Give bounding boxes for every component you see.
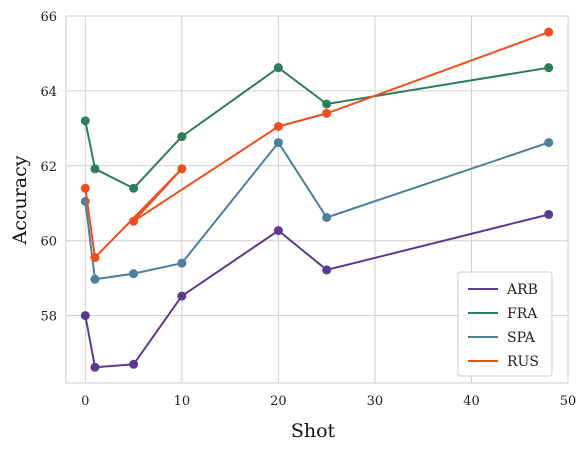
legend-label-arb: ARB xyxy=(506,282,538,298)
data-point-rus xyxy=(544,27,554,37)
data-point-arb xyxy=(177,291,187,301)
data-point-arb xyxy=(322,265,332,275)
data-point-arb xyxy=(90,362,100,372)
series-group xyxy=(80,27,554,372)
y-tick-label: 66 xyxy=(40,10,57,25)
x-tick-label: 50 xyxy=(560,394,576,409)
data-point-rus xyxy=(80,183,90,193)
y-tick-label: 64 xyxy=(40,85,57,100)
data-point-fra xyxy=(177,132,187,142)
data-point-fra xyxy=(90,164,100,174)
data-point-fra xyxy=(322,99,332,109)
legend-box xyxy=(457,271,553,377)
data-point-spa xyxy=(544,138,554,148)
data-point-rus xyxy=(90,253,100,263)
data-point-arb xyxy=(129,359,139,369)
y-tick-label: 58 xyxy=(40,310,57,325)
x-axis-title: Shot xyxy=(291,420,336,442)
x-tick-label: 0 xyxy=(81,394,89,409)
data-point-arb xyxy=(273,226,283,236)
y-axis-title: Accuracy xyxy=(9,155,31,245)
data-point-spa xyxy=(90,274,100,284)
legend-label-fra: FRA xyxy=(507,306,538,322)
data-point-spa xyxy=(322,212,332,222)
legend-label-spa: SPA xyxy=(507,330,536,346)
data-point-fra xyxy=(80,116,90,126)
data-point-rus xyxy=(129,216,139,226)
data-point-fra xyxy=(544,63,554,73)
x-tick-label: 10 xyxy=(174,394,191,409)
x-tick-label: 40 xyxy=(463,394,480,409)
y-tick-label: 60 xyxy=(40,235,57,250)
data-point-fra xyxy=(273,63,283,73)
y-axis-ticks: 58 60 62 64 66 xyxy=(40,10,57,325)
data-point-rus xyxy=(177,164,187,174)
legend-label-rus: RUS xyxy=(507,354,539,370)
data-point-spa xyxy=(177,258,187,268)
x-tick-label: 20 xyxy=(270,394,287,409)
data-point-fra xyxy=(129,183,139,193)
x-tick-label: 30 xyxy=(367,394,384,409)
data-point-rus xyxy=(322,108,332,118)
data-point-arb xyxy=(544,209,554,219)
data-point-spa xyxy=(273,138,283,148)
data-point-arb xyxy=(80,311,90,321)
x-axis-ticks: 0 10 20 30 40 50 xyxy=(81,394,576,409)
y-tick-label: 62 xyxy=(40,160,57,175)
legend: ARB FRA SPA RUS xyxy=(457,271,553,377)
data-point-rus xyxy=(273,121,283,131)
data-point-spa xyxy=(129,269,139,279)
